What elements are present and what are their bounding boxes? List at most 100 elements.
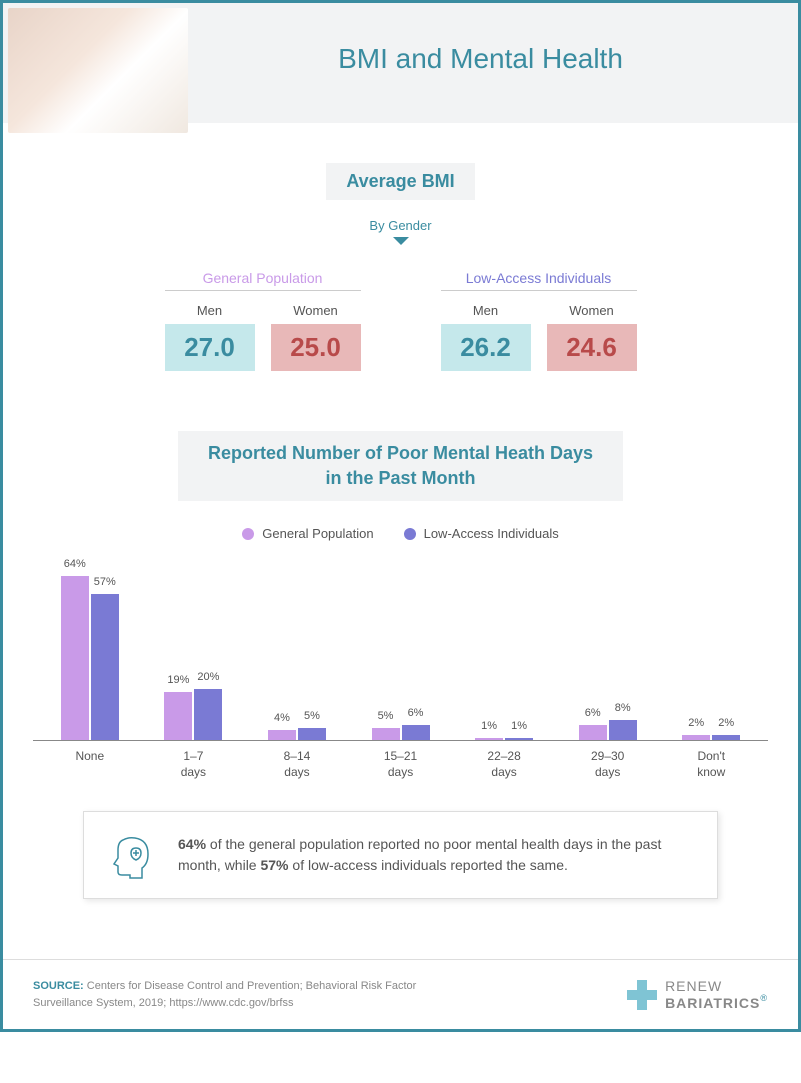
chart-bars: 64%57%19%20%4%5%5%6%1%1%6%8%2%2% — [33, 561, 768, 741]
chart-bar: 2% — [682, 735, 710, 740]
bar-group: 6%8% — [556, 720, 660, 741]
bar-value-label: 64% — [64, 558, 86, 570]
bmi-group-title: Low-Access Individuals — [441, 270, 637, 286]
bmi-group: Low-Access Individuals Men 26.2 Women 24.6 — [441, 270, 637, 371]
chart-bar: 19% — [164, 692, 192, 741]
bar-value-label: 57% — [94, 576, 116, 588]
x-axis-label: 8–14days — [245, 749, 349, 780]
bar-value-label: 8% — [615, 702, 631, 714]
source-text: Centers for Disease Control and Preventi… — [33, 980, 416, 1009]
chart-bar: 1% — [505, 738, 533, 741]
bmi-section: Average BMI By Gender General Population… — [3, 123, 798, 401]
chart-bar: 1% — [475, 738, 503, 741]
bmi-stat: Women 24.6 — [547, 303, 637, 371]
footer: SOURCE: Centers for Disease Control and … — [3, 959, 798, 1029]
callout-text2: of low-access individuals reported the s… — [289, 857, 568, 873]
stat-label: Women — [271, 303, 361, 318]
x-axis-label: Don'tknow — [659, 749, 763, 780]
logo-bottom: BARIATRICS — [665, 995, 760, 1011]
bar-value-label: 20% — [197, 671, 219, 683]
chart-bar: 6% — [402, 725, 430, 740]
bar-value-label: 4% — [274, 712, 290, 724]
bmi-stat: Women25.0 — [271, 303, 361, 371]
bmi-section-label: Average BMI — [326, 163, 474, 200]
legend-label: General Population — [262, 526, 373, 541]
stat-label: Men — [441, 303, 531, 318]
bmi-stats: Men 27.0 Women25.0 — [165, 303, 361, 371]
chart-bar: 5% — [298, 728, 326, 741]
x-axis-label: 22–28days — [452, 749, 556, 780]
x-axis-label: 15–21days — [349, 749, 453, 780]
bmi-subtitle: By Gender — [43, 218, 758, 233]
bar-value-label: 19% — [167, 674, 189, 686]
bar-value-label: 1% — [511, 720, 527, 732]
stat-value: 24.6 — [547, 324, 637, 371]
bar-group: 2%2% — [659, 735, 763, 740]
stat-value: 26.2 — [441, 324, 531, 371]
chart-bar: 57% — [91, 594, 119, 741]
legend-dot — [404, 528, 416, 540]
divider — [441, 290, 637, 291]
chart-title: Reported Number of Poor Mental Heath Day… — [178, 431, 623, 501]
bar-value-label: 6% — [408, 707, 424, 719]
chart-x-labels: None1–7days8–14days15–21days22–28days29–… — [33, 741, 768, 780]
logo-text: RENEW BARIATRICS® — [665, 979, 768, 1011]
stat-value: 27.0 — [165, 324, 255, 371]
x-axis-label: None — [38, 749, 142, 780]
stat-label: Men — [165, 303, 255, 318]
head-icon — [108, 830, 158, 880]
bar-value-label: 5% — [304, 710, 320, 722]
bmi-groups: General Population Men 27.0 Women25.0 Low-Ac… — [43, 270, 758, 371]
bar-value-label: 6% — [585, 707, 601, 719]
bar-group: 64%57% — [38, 576, 142, 741]
chart-title-line1: Reported Number of Poor Mental Heath Day… — [208, 443, 593, 463]
chart-bar: 6% — [579, 725, 607, 740]
header: BMI and Mental Health — [3, 3, 798, 123]
x-axis-label: 1–7days — [142, 749, 246, 780]
bar-value-label: 2% — [718, 717, 734, 729]
legend-label: Low-Access Individuals — [424, 526, 559, 541]
stat-label: Women — [547, 303, 637, 318]
divider — [165, 290, 361, 291]
chart-bar: 8% — [609, 720, 637, 741]
page-title: BMI and Mental Health — [203, 43, 758, 75]
plus-icon — [627, 980, 657, 1010]
chart-title-line2: in the Past Month — [326, 468, 476, 488]
chart-area: 64%57%19%20%4%5%5%6%1%1%6%8%2%2% None1–7… — [33, 561, 768, 781]
bar-value-label: 5% — [378, 710, 394, 722]
chart-section: Reported Number of Poor Mental Heath Day… — [3, 401, 798, 959]
dropdown-triangle-icon — [393, 237, 409, 245]
bar-group: 4%5% — [245, 728, 349, 741]
header-photo — [8, 8, 188, 133]
logo-reg: ® — [760, 993, 768, 1003]
logo-bottom-row: BARIATRICS® — [665, 993, 768, 1011]
chart-bar: 2% — [712, 735, 740, 740]
source-citation: SOURCE: Centers for Disease Control and … — [33, 978, 453, 1011]
chart-legend: General Population Low-Access Individuals — [23, 526, 778, 541]
bmi-group-title: General Population — [165, 270, 361, 286]
callout-pct1: 64% — [178, 836, 206, 852]
chart-bar: 20% — [194, 689, 222, 740]
bar-value-label: 2% — [688, 717, 704, 729]
callout-pct2: 57% — [260, 857, 288, 873]
bar-group: 19%20% — [142, 689, 246, 740]
bar-group: 5%6% — [349, 725, 453, 740]
callout-text: 64% of the general population reported n… — [178, 834, 693, 876]
logo-top: RENEW — [665, 979, 768, 993]
bmi-stats: Men 26.2 Women 24.6 — [441, 303, 637, 371]
bar-group: 1%1% — [452, 738, 556, 741]
brand-logo: RENEW BARIATRICS® — [627, 979, 768, 1011]
bmi-stat: Men 26.2 — [441, 303, 531, 371]
bar-value-label: 1% — [481, 720, 497, 732]
x-axis-label: 29–30days — [556, 749, 660, 780]
legend-item: Low-Access Individuals — [404, 526, 559, 541]
infographic-container: BMI and Mental Health Average BMI By Gen… — [0, 0, 801, 1032]
chart-bar: 5% — [372, 728, 400, 741]
legend-item: General Population — [242, 526, 373, 541]
legend-dot — [242, 528, 254, 540]
chart-bar: 64% — [61, 576, 89, 741]
bmi-group: General Population Men 27.0 Women25.0 — [165, 270, 361, 371]
bmi-stat: Men 27.0 — [165, 303, 255, 371]
callout-box: 64% of the general population reported n… — [83, 811, 718, 899]
source-label: SOURCE: — [33, 980, 84, 992]
